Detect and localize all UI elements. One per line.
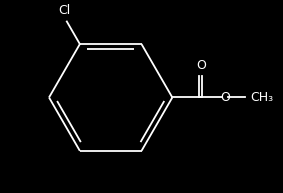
Text: O: O	[196, 59, 206, 72]
Text: Cl: Cl	[58, 4, 70, 17]
Text: CH₃: CH₃	[250, 91, 274, 104]
Text: O: O	[221, 91, 231, 104]
